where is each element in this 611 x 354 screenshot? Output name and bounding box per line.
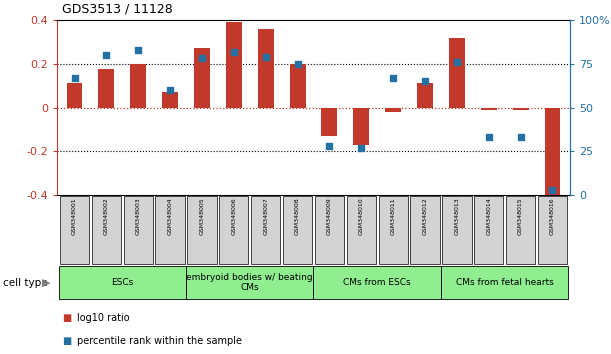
FancyBboxPatch shape	[474, 196, 503, 264]
Text: GSM348009: GSM348009	[327, 197, 332, 235]
Text: GSM348010: GSM348010	[359, 197, 364, 235]
Text: cell type: cell type	[3, 278, 48, 287]
Text: GSM348005: GSM348005	[199, 197, 205, 235]
Text: GSM348016: GSM348016	[550, 197, 555, 235]
Point	[165, 87, 175, 93]
Bar	[417, 84, 433, 108]
Point	[324, 143, 334, 149]
Bar	[290, 64, 306, 108]
Bar	[513, 108, 529, 110]
Text: GSM348013: GSM348013	[455, 197, 459, 235]
Bar	[67, 84, 82, 108]
Text: percentile rank within the sample: percentile rank within the sample	[77, 336, 243, 346]
Point	[133, 47, 143, 53]
Text: GSM348008: GSM348008	[295, 197, 300, 235]
FancyBboxPatch shape	[441, 266, 568, 299]
Text: GSM348015: GSM348015	[518, 197, 523, 235]
FancyBboxPatch shape	[283, 196, 312, 264]
FancyBboxPatch shape	[60, 196, 89, 264]
FancyBboxPatch shape	[219, 196, 249, 264]
Text: log10 ratio: log10 ratio	[77, 313, 130, 323]
FancyBboxPatch shape	[59, 266, 186, 299]
Text: GSM348014: GSM348014	[486, 197, 491, 235]
Bar	[481, 108, 497, 110]
Text: GSM348011: GSM348011	[390, 197, 396, 235]
Text: GSM348004: GSM348004	[167, 197, 173, 235]
Point	[197, 56, 207, 61]
FancyBboxPatch shape	[251, 196, 280, 264]
Point	[516, 135, 525, 140]
FancyBboxPatch shape	[346, 196, 376, 264]
Point	[420, 79, 430, 84]
Point	[261, 54, 271, 59]
Bar	[544, 108, 560, 199]
Bar	[226, 22, 242, 108]
Text: GSM348006: GSM348006	[232, 197, 236, 235]
FancyBboxPatch shape	[315, 196, 344, 264]
FancyBboxPatch shape	[506, 196, 535, 264]
Point	[547, 187, 557, 193]
Point	[293, 61, 302, 67]
Text: GSM348001: GSM348001	[72, 197, 77, 235]
FancyBboxPatch shape	[313, 266, 441, 299]
Text: GSM348007: GSM348007	[263, 197, 268, 235]
Text: GSM348012: GSM348012	[423, 197, 428, 235]
Text: GSM348002: GSM348002	[104, 197, 109, 235]
Point	[101, 52, 111, 58]
FancyBboxPatch shape	[186, 266, 313, 299]
Bar	[258, 29, 274, 108]
Text: ESCs: ESCs	[111, 278, 133, 287]
FancyBboxPatch shape	[442, 196, 472, 264]
Text: ■: ■	[62, 336, 71, 346]
FancyBboxPatch shape	[538, 196, 567, 264]
FancyBboxPatch shape	[123, 196, 153, 264]
FancyBboxPatch shape	[92, 196, 121, 264]
FancyBboxPatch shape	[411, 196, 440, 264]
Bar	[449, 38, 465, 108]
Point	[484, 135, 494, 140]
Point	[229, 48, 239, 54]
Text: embryoid bodies w/ beating
CMs: embryoid bodies w/ beating CMs	[186, 273, 313, 292]
Bar	[353, 108, 369, 145]
Bar	[98, 69, 114, 108]
FancyBboxPatch shape	[155, 196, 185, 264]
Text: CMs from ESCs: CMs from ESCs	[343, 278, 411, 287]
Text: ▶: ▶	[42, 278, 50, 287]
Bar	[130, 64, 146, 108]
Point	[356, 145, 366, 150]
Text: CMs from fetal hearts: CMs from fetal hearts	[456, 278, 554, 287]
FancyBboxPatch shape	[378, 196, 408, 264]
Text: ■: ■	[62, 313, 71, 323]
FancyBboxPatch shape	[188, 196, 217, 264]
Text: GSM348003: GSM348003	[136, 197, 141, 235]
Bar	[194, 48, 210, 108]
Point	[452, 59, 462, 65]
Point	[388, 75, 398, 81]
Bar	[385, 108, 401, 112]
Point	[70, 75, 79, 81]
Bar	[321, 108, 337, 136]
Text: GDS3513 / 11128: GDS3513 / 11128	[62, 3, 173, 16]
Bar	[162, 92, 178, 108]
